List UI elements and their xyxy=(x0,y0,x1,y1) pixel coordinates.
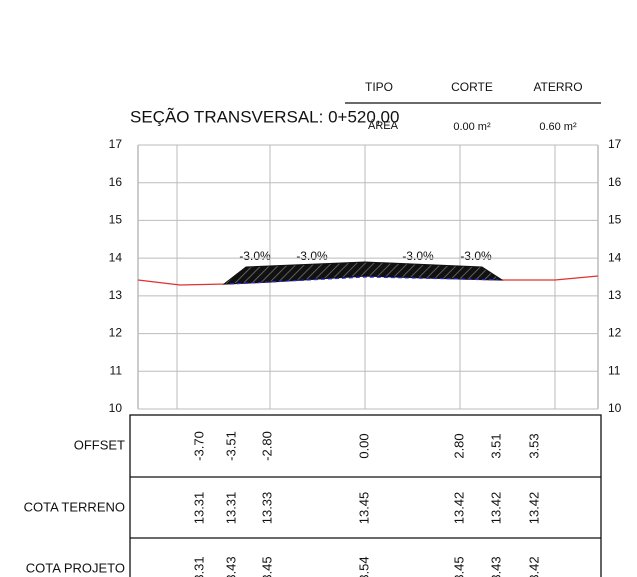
title: SEÇÃO TRANSVERSAL: 0+520,00 xyxy=(130,107,399,126)
plot: -3.0% -3.0% -3.0% -3.0% 17 17 16 16 15 15 14 14… xyxy=(109,137,622,415)
area-label: ÁREA xyxy=(368,119,399,132)
cell-value: 3.45 xyxy=(451,556,466,577)
cell-value: 3.45 xyxy=(259,556,274,577)
data-table: OFFSET -3.70 -3.51 -2.80 0.00 2.80 3.51 3.53 COT… xyxy=(24,414,602,577)
column-header: ATERRO xyxy=(533,80,582,94)
row-label: OFFSET xyxy=(74,437,125,452)
cell-value: 3.43 xyxy=(223,556,238,577)
cell-value: 13.42 xyxy=(526,492,541,525)
cell-value: 3.43 xyxy=(488,556,503,577)
cell-value: -3.51 xyxy=(223,431,238,461)
y-tick-label: 14 xyxy=(608,250,622,264)
cell-value: 13.45 xyxy=(356,492,371,525)
y-tick-label: 10 xyxy=(109,401,123,415)
y-tick-label: 16 xyxy=(608,175,622,189)
cell-value: 13.42 xyxy=(488,492,503,525)
row-label: COTA TERRENO xyxy=(24,499,125,514)
y-tick-label: 14 xyxy=(109,250,123,264)
subgrade-line xyxy=(229,276,499,285)
slope-label: -3.0% xyxy=(460,249,492,263)
y-tick-label: 13 xyxy=(608,288,622,302)
cell-value: 3.31 xyxy=(191,556,206,577)
y-tick-label: 17 xyxy=(608,137,622,151)
cell-value: 2.80 xyxy=(451,433,466,458)
table-frame xyxy=(129,414,602,577)
area-value: 0.00 m² xyxy=(453,121,491,133)
slope-label: -3.0% xyxy=(239,249,271,263)
cell-value: -3.70 xyxy=(191,431,206,461)
cell-value: 13.31 xyxy=(223,492,238,525)
column-header: TIPO xyxy=(365,80,393,94)
cell-value: -2.80 xyxy=(259,431,274,461)
column-header: CORTE xyxy=(451,80,493,94)
y-tick-label: 13 xyxy=(109,288,123,302)
slope-label: -3.0% xyxy=(296,249,328,263)
cell-value: 3.42 xyxy=(526,556,541,577)
row-label: COTA PROJETO xyxy=(26,560,125,575)
cell-value: 0.00 xyxy=(356,433,371,458)
terrain-line xyxy=(137,275,599,286)
cell-value: 13.33 xyxy=(259,492,274,525)
slope-label: -3.0% xyxy=(402,249,434,263)
area-value: 0.60 m² xyxy=(539,121,577,133)
y-tick-label: 15 xyxy=(109,213,123,227)
y-tick-label: 11 xyxy=(608,363,621,377)
y-tick-label: 16 xyxy=(109,175,123,189)
y-tick-label: 11 xyxy=(110,363,123,377)
cell-value: 3.53 xyxy=(526,433,541,458)
y-tick-label: 15 xyxy=(608,213,622,227)
y-tick-label: 12 xyxy=(109,326,123,340)
cell-value: 3.51 xyxy=(488,433,503,458)
header: TIPO CORTE ATERRO SEÇÃO TRANSVERSAL: 0+5… xyxy=(130,80,601,133)
cell-value: 13.42 xyxy=(451,492,466,525)
cell-value: 13.31 xyxy=(191,492,206,525)
y-tick-label: 17 xyxy=(109,137,123,151)
y-tick-label: 10 xyxy=(608,401,622,415)
y-tick-label: 12 xyxy=(608,326,622,340)
cell-value: 3.54 xyxy=(356,556,371,577)
